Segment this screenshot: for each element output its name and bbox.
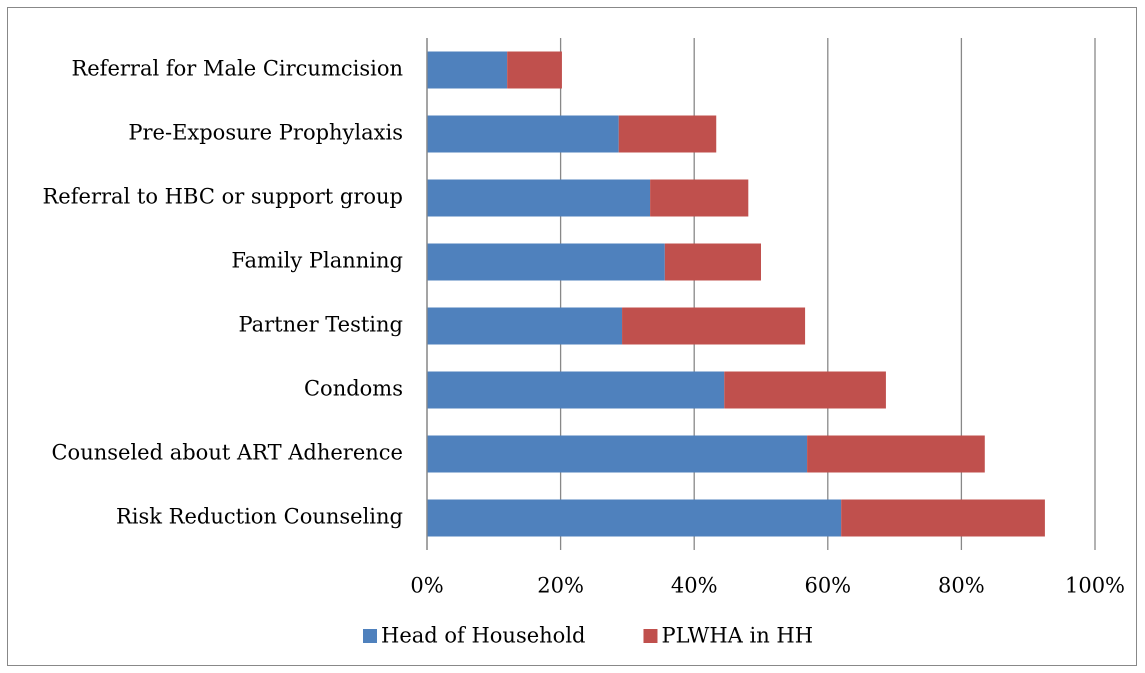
bar (427, 371, 725, 409)
y-tick-label: Counseled about ART Adherence (51, 441, 403, 465)
bar (427, 307, 623, 345)
y-tick-label: Referral for Male Circumcision (71, 57, 403, 81)
x-tick-label: 100% (1065, 574, 1125, 598)
bar (427, 435, 808, 473)
legend-swatch (363, 629, 377, 643)
bar (841, 499, 1045, 537)
bar (427, 51, 508, 89)
x-tick-label: 60% (804, 574, 851, 598)
bar (427, 115, 619, 153)
y-tick-label: Family Planning (231, 249, 403, 273)
bar (724, 371, 886, 409)
y-tick-label: Condoms (304, 377, 403, 401)
bar (807, 435, 985, 473)
bar (427, 243, 665, 281)
y-tick-label: Pre-Exposure Prophylaxis (128, 121, 403, 145)
y-tick-label: Risk Reduction Counseling (116, 505, 403, 529)
x-tick-label: 40% (671, 574, 718, 598)
bar (650, 179, 749, 217)
legend-swatch (643, 629, 658, 643)
legend-label: Head of Household (381, 624, 585, 648)
bar (427, 179, 651, 217)
bar (427, 499, 842, 537)
x-tick-label: 80% (938, 574, 985, 598)
bar (507, 51, 562, 89)
y-tick-label: Partner Testing (238, 313, 403, 337)
bar (622, 307, 806, 345)
x-tick-label: 20% (537, 574, 584, 598)
y-tick-label: Referral to HBC or support group (43, 185, 404, 209)
x-tick-label: 0% (410, 574, 443, 598)
bar (618, 115, 717, 153)
legend-label: PLWHA in HH (661, 624, 813, 648)
bar (664, 243, 761, 281)
